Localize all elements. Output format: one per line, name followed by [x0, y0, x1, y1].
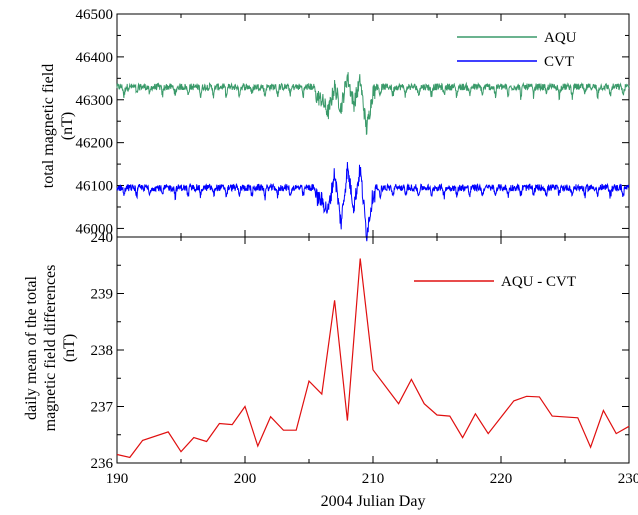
- top-y-axis-label-line-2: (nT): [59, 112, 76, 140]
- x-tick-label: 220: [490, 471, 513, 487]
- bottom-panel: 236 237 238 239 240 190 200 210 220 230 daily mea…: [23, 230, 638, 510]
- bottom-y-axis-label-line-2: magnetic field differences: [42, 265, 59, 432]
- bottom-y-tick-label: 237: [91, 400, 114, 416]
- bottom-y-axis-label-line-3: (nT): [61, 334, 78, 362]
- bottom-y-axis-label-line-1: daily mean of the total: [23, 275, 40, 420]
- bottom-y-tick-label: 236: [91, 456, 114, 472]
- top-y-tick-label: 46400: [76, 50, 114, 66]
- bottom-plot-frame: [116, 236, 630, 464]
- top-y-tick-label: 46000: [76, 221, 114, 237]
- top-y-axis-label-line-1: total magnetic field: [40, 64, 57, 188]
- bottom-axes: 236 237 238 239 240 190 200 210 220 230: [91, 230, 638, 487]
- bottom-y-axis-label: daily mean of the total magnetic field d…: [23, 265, 78, 432]
- series-line-aqu: [116, 72, 630, 136]
- top-legend: AQU CVT: [457, 30, 577, 70]
- bottom-y-tick-label: 239: [91, 287, 114, 303]
- legend-label-aqu: AQU: [544, 30, 577, 46]
- x-axis-label: 2004 Julian Day: [321, 493, 426, 510]
- legend-label-cvt: CVT: [544, 54, 574, 70]
- x-tick-label: 200: [234, 471, 257, 487]
- bottom-legend: AQU - CVT: [414, 274, 576, 290]
- top-y-axis-label: total magnetic field (nT): [40, 64, 76, 188]
- top-panel: 46000 46100 46200 46300 46400 46500 total mag…: [40, 7, 630, 242]
- top-axes: 46000 46100 46200 46300 46400 46500: [76, 7, 630, 237]
- top-series: [116, 72, 630, 242]
- top-y-tick-label: 46100: [76, 179, 114, 195]
- bottom-y-tick-label: 240: [91, 230, 114, 246]
- top-y-tick-label: 46200: [76, 136, 114, 152]
- x-tick-label: 190: [106, 471, 129, 487]
- series-line-cvt: [116, 161, 630, 242]
- bottom-series: [116, 258, 630, 459]
- x-tick-label: 210: [362, 471, 385, 487]
- series-line-aqu-cvt: [116, 258, 630, 459]
- bottom-y-tick-label: 238: [91, 343, 114, 359]
- legend-label-aqu-cvt: AQU - CVT: [501, 274, 576, 290]
- x-tick-label: 230: [618, 471, 638, 487]
- top-y-tick-label: 46300: [76, 93, 114, 109]
- top-y-tick-label: 46500: [76, 7, 114, 23]
